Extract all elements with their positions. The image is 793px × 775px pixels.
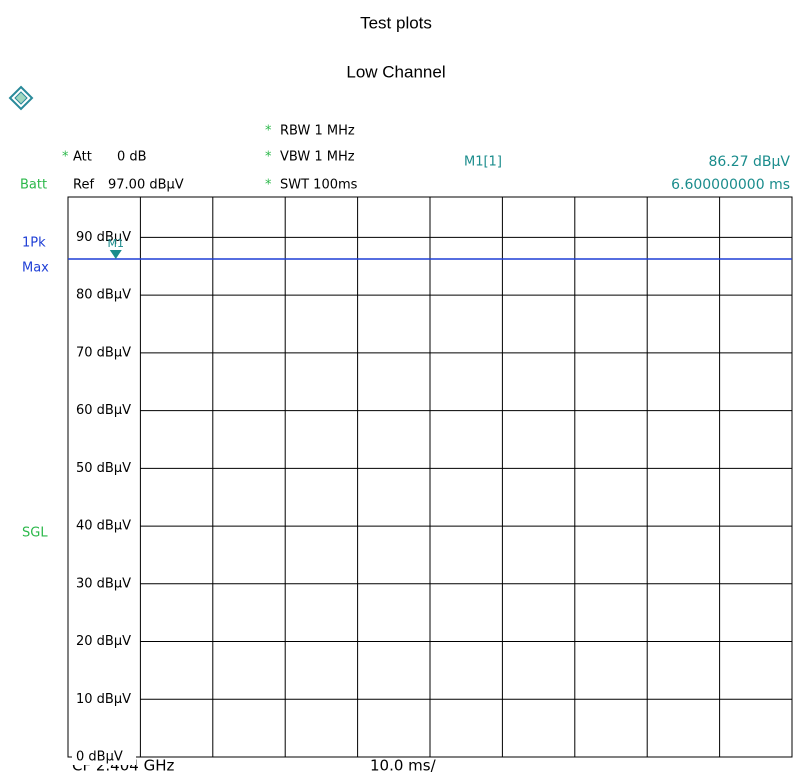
mode: Max [22,261,49,276]
y-tick-label: 70 dBµV [76,345,131,360]
y-tick-label: 20 dBµV [76,634,131,649]
label-bg [72,460,136,477]
label-bg [72,229,136,246]
star: * [62,150,69,165]
span: 10.0 ms/ [370,757,437,775]
y-tick-label: 90 dBµV [76,230,131,245]
y-tick-label: 50 dBµV [76,461,131,476]
star: * [265,124,272,139]
swt: SWT 100ms [280,178,358,193]
batt: Batt [20,178,47,193]
vbw: VBW 1 MHz [280,150,355,165]
y-tick-label: 30 dBµV [76,576,131,591]
label-bg [72,344,136,361]
chart-title: Test plots [360,13,432,32]
label-bg [72,402,136,419]
y-tick-label: 40 dBµV [76,519,131,534]
marker-name: M1 [108,237,125,250]
label-bg [72,287,136,304]
y-tick-label: 10 dBµV [76,692,131,707]
y-tick-label: 0 dBµV [76,750,123,765]
marker [109,249,122,259]
label-bg [72,575,136,592]
detector: 1Pk [22,236,46,251]
label-bg [72,749,136,765]
att: 0 dB [117,150,147,165]
star: * [265,150,272,165]
logo [8,85,34,111]
marker-y-label: 86.27 dBµV [708,154,790,170]
sweep: SGL [22,526,48,541]
att-name: Att [73,150,92,165]
y-tick-label: 80 dBµV [76,288,131,303]
marker-x-label: 6.600000000 ms [671,177,790,193]
star: * [265,178,272,193]
y-tick-label: 60 dBµV [76,403,131,418]
ref-name: Ref [73,178,94,193]
marker-label: M1[1] [464,155,502,170]
ref: 97.00 dBµV [108,178,184,193]
label-bg [72,518,136,535]
label-bg [72,691,136,708]
chart-subtitle: Low Channel [346,62,445,81]
rbw: RBW 1 MHz [280,124,355,139]
label-bg [72,633,136,650]
